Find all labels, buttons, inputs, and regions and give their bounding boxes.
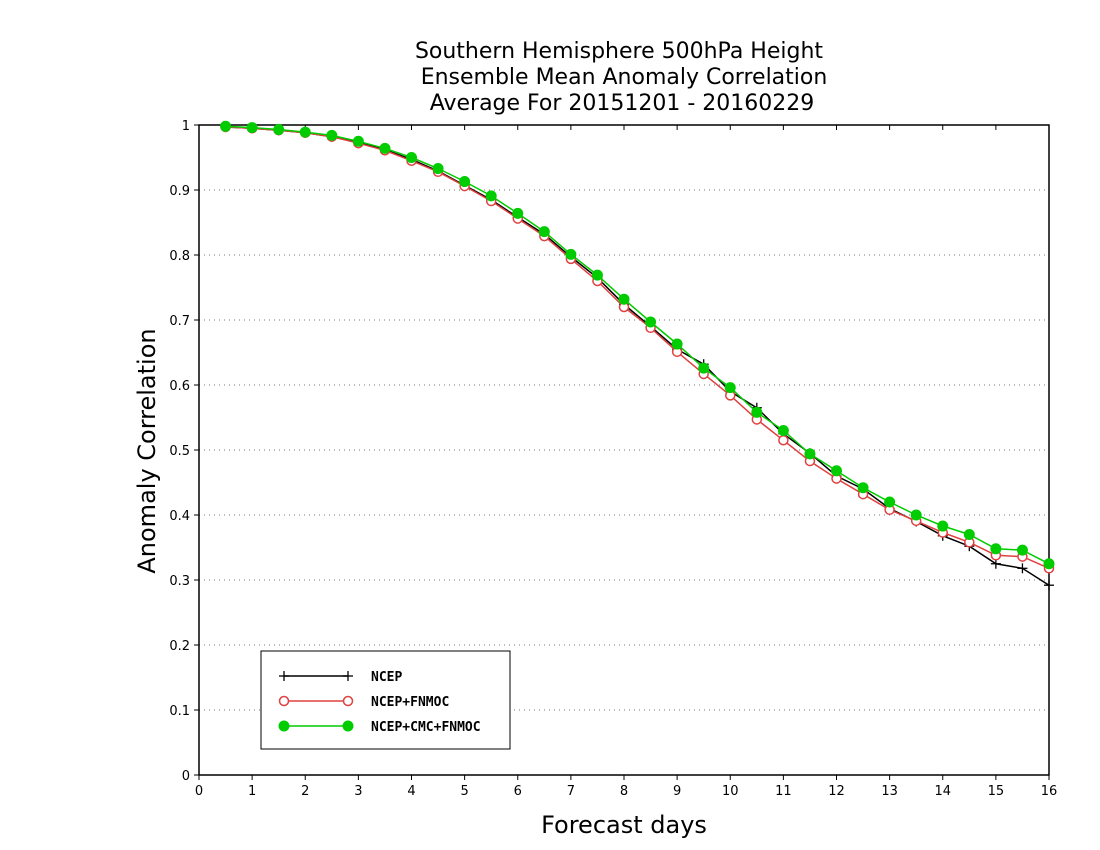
data-point bbox=[857, 482, 869, 494]
legend-marker bbox=[278, 720, 290, 732]
data-point bbox=[326, 129, 338, 141]
data-point bbox=[804, 448, 816, 460]
x-tick-label: 13 bbox=[881, 784, 898, 799]
data-point bbox=[406, 152, 417, 163]
data-point bbox=[751, 406, 763, 418]
data-point bbox=[485, 190, 497, 202]
data-point bbox=[591, 269, 603, 281]
data-point bbox=[459, 176, 471, 188]
data-point bbox=[777, 425, 789, 436]
y-tick-label: 0 bbox=[182, 769, 190, 784]
data-point bbox=[299, 126, 311, 138]
legend-item: NCEP bbox=[279, 670, 402, 685]
legend-marker bbox=[343, 671, 353, 681]
legend-label: NCEP+CMC+FNMOC bbox=[371, 720, 481, 735]
data-point bbox=[884, 496, 896, 508]
x-tick-label: 10 bbox=[722, 784, 739, 799]
x-tick-label: 3 bbox=[354, 784, 362, 799]
data-point bbox=[990, 543, 1002, 555]
x-axis-label: Forecast days bbox=[541, 811, 707, 839]
series-ncep-fnmoc bbox=[220, 121, 1055, 574]
x-tick-label: 2 bbox=[301, 784, 309, 799]
series-line bbox=[225, 125, 1050, 565]
x-tick-label: 16 bbox=[1041, 784, 1058, 799]
data-point bbox=[1043, 558, 1055, 570]
legend-marker bbox=[342, 695, 354, 707]
legend-item: NCEP+FNMOC bbox=[278, 695, 449, 710]
x-tick-label: 1 bbox=[248, 784, 256, 799]
data-point bbox=[512, 207, 524, 219]
chart-title: Southern Hemisphere 500hPa Height Ensemb… bbox=[415, 39, 827, 116]
title-line-3: Average For 20151201 - 20160229 bbox=[430, 91, 815, 116]
title-line-2: Ensemble Mean Anomaly Correlation bbox=[421, 65, 828, 90]
grid bbox=[199, 189, 1049, 711]
data-point bbox=[379, 142, 391, 154]
data-point bbox=[1044, 580, 1054, 591]
y-tick-label: 0.4 bbox=[169, 509, 190, 524]
y-axis-label: Anomaly Correlation bbox=[133, 328, 161, 573]
x-tick-label: 8 bbox=[620, 784, 628, 799]
data-point bbox=[831, 465, 842, 477]
x-axis: 0 1 2 3 4 5 6 7 8 9 10 11 12 13 14 15 16 bbox=[195, 125, 1057, 799]
data-point bbox=[432, 163, 444, 175]
legend-marker bbox=[342, 720, 354, 732]
x-tick-label: 0 bbox=[195, 784, 203, 799]
legend: NCEP NCEP+FNMOC NCEP+CMC+FNMOC bbox=[260, 650, 511, 750]
series-layer bbox=[220, 120, 1055, 591]
legend-item: NCEP+CMC+FNMOC bbox=[278, 720, 481, 735]
x-tick-label: 14 bbox=[934, 784, 951, 799]
y-tick-label: 0.2 bbox=[169, 639, 190, 654]
data-point bbox=[565, 248, 577, 260]
legend-marker bbox=[279, 671, 289, 681]
series-line bbox=[225, 126, 1050, 569]
data-point bbox=[671, 338, 683, 350]
legend-box bbox=[260, 650, 511, 750]
x-tick-label: 11 bbox=[775, 784, 792, 799]
data-point bbox=[910, 509, 922, 521]
data-point bbox=[538, 226, 550, 238]
y-tick-label: 0.6 bbox=[169, 379, 190, 394]
legend-marker bbox=[278, 695, 290, 707]
data-point bbox=[273, 124, 285, 136]
title-line-1: Southern Hemisphere 500hPa Height bbox=[415, 39, 823, 64]
data-point bbox=[1016, 544, 1028, 556]
x-tick-label: 7 bbox=[567, 784, 575, 799]
data-point bbox=[778, 435, 789, 446]
y-tick-label: 0.1 bbox=[169, 704, 190, 719]
data-point bbox=[963, 529, 975, 540]
data-point bbox=[246, 122, 258, 134]
data-point bbox=[352, 135, 364, 147]
y-axis: 0 0.1 0.2 0.3 0.4 0.5 0.6 0.7 0.8 0.9 1 bbox=[169, 119, 199, 784]
data-point bbox=[698, 362, 710, 374]
x-tick-label: 4 bbox=[407, 784, 415, 799]
data-point bbox=[645, 316, 657, 328]
y-tick-label: 0.9 bbox=[169, 184, 190, 199]
x-tick-label: 6 bbox=[514, 784, 522, 799]
x-tick-label: 12 bbox=[828, 784, 845, 799]
data-point bbox=[937, 520, 949, 532]
y-tick-label: 1 bbox=[182, 119, 190, 134]
y-tick-label: 0.5 bbox=[169, 444, 190, 459]
series-ncep-cmc-fnmoc bbox=[220, 120, 1055, 570]
data-point bbox=[220, 120, 232, 132]
data-point bbox=[724, 382, 736, 394]
y-tick-label: 0.7 bbox=[169, 314, 190, 329]
series-line bbox=[225, 126, 1050, 586]
x-tick-label: 15 bbox=[988, 784, 1005, 799]
y-tick-label: 0.3 bbox=[169, 574, 190, 589]
y-tick-label: 0.8 bbox=[169, 249, 190, 264]
legend-label: NCEP bbox=[371, 670, 402, 685]
legend-label: NCEP+FNMOC bbox=[371, 695, 449, 710]
x-tick-label: 5 bbox=[460, 784, 468, 799]
data-point bbox=[1017, 563, 1028, 574]
data-point bbox=[618, 293, 630, 305]
x-tick-label: 9 bbox=[673, 784, 681, 799]
